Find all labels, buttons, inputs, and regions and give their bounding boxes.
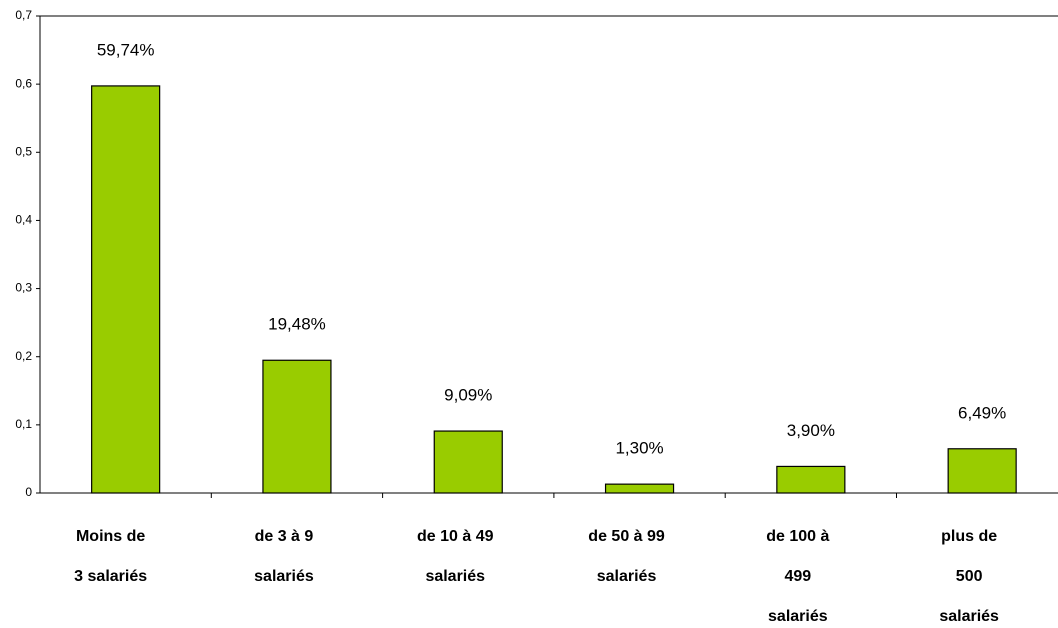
value-label: 9,09% [444,386,492,405]
x-tick-label: de 50 à 99 [588,528,665,545]
x-tick-label: 499 [784,568,811,585]
x-tick-label: 500 [956,568,983,585]
bar [776,465,846,494]
bar [604,483,675,494]
value-label: 19,48% [268,315,326,334]
x-tick-label: de 100 à [766,528,829,545]
x-tick-label: de 3 à 9 [255,528,314,545]
x-tick-label: salariés [254,568,314,585]
x-tick-label: salariés [597,568,657,585]
x-tick-label: salariés [425,568,485,585]
bar [262,359,332,494]
y-tick-label: 0,3 [15,281,32,295]
x-tick-label: salariés [768,608,828,625]
y-tick-label: 0,4 [15,213,32,227]
y-tick-label: 0 [25,485,32,499]
y-tick-label: 0,5 [15,144,32,158]
bar [91,85,161,494]
bar [947,448,1017,494]
x-tick-label: 3 salariés [74,568,147,585]
x-tick-label: plus de [941,528,997,545]
value-label: 6,49% [958,403,1006,422]
bar [433,430,503,494]
y-tick-label: 0,1 [15,417,32,431]
x-tick-label: Moins de [76,528,145,545]
value-label: 1,30% [615,439,663,458]
value-label: 59,74% [97,40,155,59]
value-label: 3,90% [787,421,835,440]
y-tick-label: 0,6 [15,76,32,90]
y-tick-label: 0,2 [15,349,32,363]
x-tick-label: salariés [939,608,999,625]
y-tick-label: 0,7 [15,8,32,22]
x-tick-label: de 10 à 49 [417,528,494,545]
